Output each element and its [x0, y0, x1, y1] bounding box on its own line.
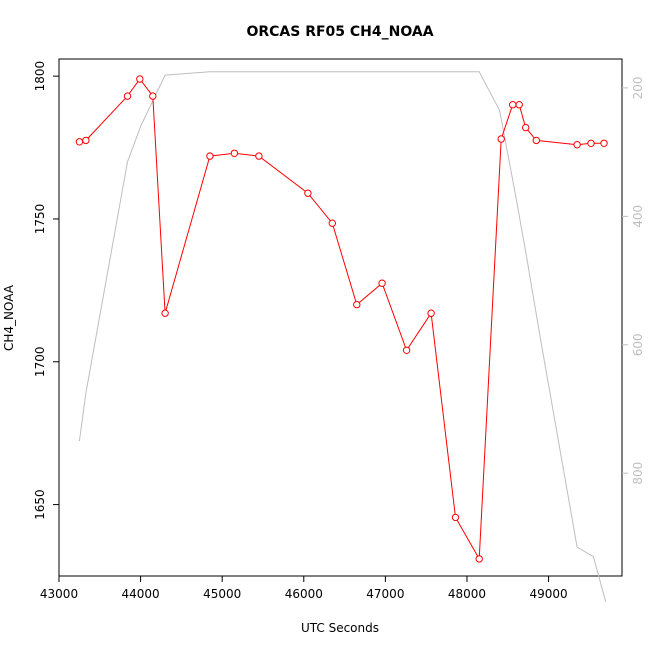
- secondary-series-layer: [78, 71, 607, 602]
- y2-tick-label: 600: [631, 333, 645, 356]
- x-tick-label: 46000: [285, 587, 323, 601]
- data-point: [573, 141, 581, 149]
- y-axis-left: 1650 1700 1750 1800: [33, 61, 59, 520]
- plot-frame: [58, 58, 623, 577]
- x-tick-label: 43000: [40, 587, 78, 601]
- data-point: [206, 152, 214, 160]
- data-point: [75, 138, 84, 146]
- x-axis: 43000 44000 45000 46000 47000 48000 49000: [40, 576, 568, 601]
- x-tick-label: 47000: [366, 587, 404, 601]
- data-point: [161, 309, 169, 317]
- data-point: [230, 149, 239, 158]
- data-point: [522, 123, 530, 132]
- chart-title: ORCAS RF05 CH4_NOAA: [246, 24, 433, 40]
- data-point: [427, 309, 435, 317]
- data-point: [587, 139, 595, 148]
- series-line-secondary: [78, 71, 607, 602]
- y-axis-right: 200 400 600 800: [622, 76, 645, 485]
- y-tick-label: 1750: [33, 204, 47, 235]
- y2-tick-label: 200: [631, 76, 645, 99]
- data-point: [255, 152, 263, 160]
- data-point: [402, 346, 411, 354]
- y2-tick-label: 800: [631, 462, 645, 485]
- data-point: [136, 75, 144, 83]
- data-point: [600, 139, 608, 148]
- x-tick-label: 45000: [203, 587, 241, 601]
- series-line-primary: [79, 78, 604, 561]
- data-point: [304, 189, 312, 197]
- y2-tick-label: 400: [631, 205, 645, 228]
- x-axis-label: UTC Seconds: [301, 621, 379, 635]
- data-point: [353, 300, 361, 309]
- data-point: [378, 279, 386, 287]
- data-point: [515, 101, 523, 109]
- data-point: [451, 513, 460, 522]
- data-point: [509, 101, 517, 109]
- y-tick-label: 1650: [33, 489, 47, 520]
- data-point: [475, 555, 483, 563]
- data-point: [149, 92, 157, 100]
- data-point: [123, 92, 132, 100]
- x-tick-label: 49000: [529, 587, 567, 601]
- data-point: [328, 219, 336, 227]
- data-point: [532, 136, 540, 145]
- primary-series-layer: [75, 75, 608, 563]
- data-point: [82, 136, 90, 145]
- y-tick-label: 1700: [33, 347, 47, 378]
- y-tick-label: 1800: [33, 61, 47, 92]
- data-point: [497, 135, 505, 143]
- x-tick-label: 44000: [122, 587, 160, 601]
- x-tick-label: 48000: [448, 587, 486, 601]
- y-axis-label: CH4_NOAA: [2, 284, 16, 351]
